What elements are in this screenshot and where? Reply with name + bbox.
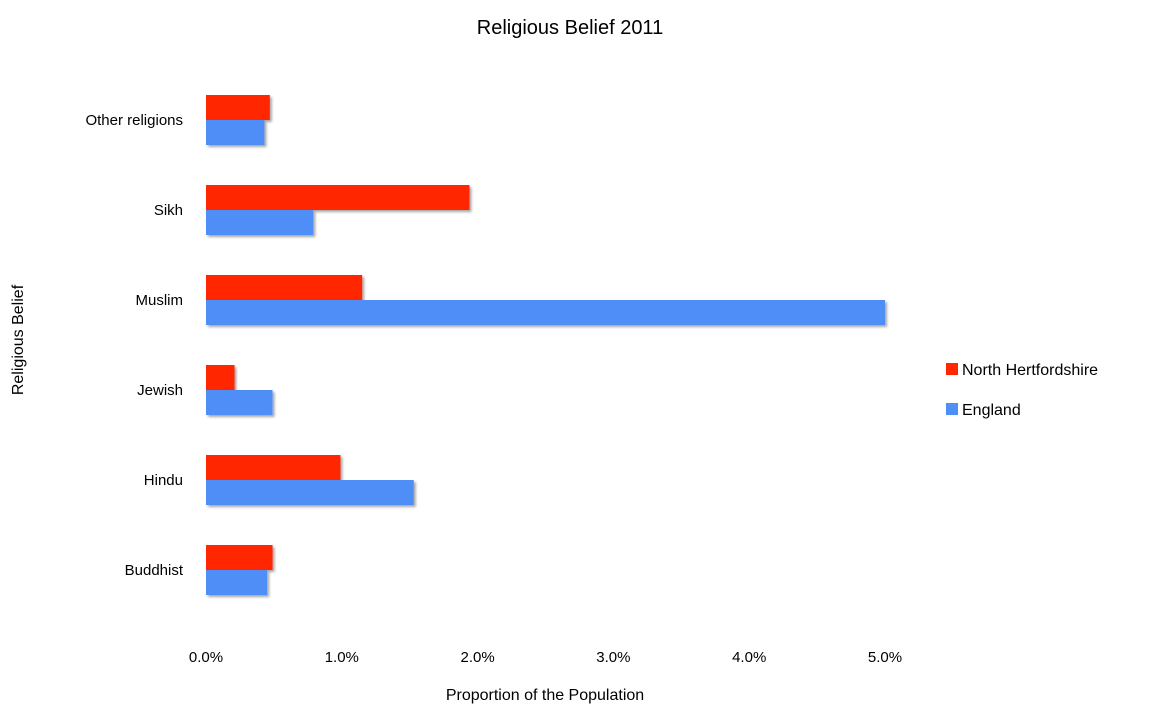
y-tick-label: Sikh <box>154 202 183 219</box>
x-tick-labels: 0.0% 1.0% 2.0% 3.0% 4.0% 5.0% <box>189 649 902 666</box>
bar-sikh-england <box>206 210 314 235</box>
y-axis-title: Religious Belief <box>10 284 27 395</box>
x-tick-label: 5.0% <box>868 649 902 666</box>
bar-buddhist-england <box>206 570 268 595</box>
legend-label: England <box>962 402 1021 419</box>
bar-hindu-england <box>206 480 414 505</box>
x-axis-title: Proportion of the Population <box>446 687 644 704</box>
x-tick-label: 0.0% <box>189 649 223 666</box>
x-tick-label: 2.0% <box>460 649 494 666</box>
x-tick-label: 3.0% <box>596 649 630 666</box>
y-tick-label: Jewish <box>137 382 183 399</box>
bar-buddhist-north-hertfordshire <box>206 545 273 570</box>
legend-swatch <box>946 363 958 375</box>
x-tick-label: 1.0% <box>325 649 359 666</box>
legend: North Hertfordshire England <box>946 362 1098 419</box>
y-tick-label: Muslim <box>136 292 184 309</box>
bar-jewish-england <box>206 390 273 415</box>
bar-muslim-england <box>206 300 885 325</box>
bar-jewish-north-hertfordshire <box>206 365 235 390</box>
bar-hindu-north-hertfordshire <box>206 455 341 480</box>
legend-label: North Hertfordshire <box>962 362 1098 379</box>
chart-title: Religious Belief 2011 <box>477 17 663 39</box>
bars-group <box>206 95 885 595</box>
bar-sikh-north-hertfordshire <box>206 185 470 210</box>
y-tick-labels: Buddhist Hindu Jewish Muslim Sikh Other relig… <box>85 112 183 579</box>
bar-other-religions-england <box>206 120 265 145</box>
y-tick-label: Hindu <box>144 472 183 489</box>
bar-muslim-north-hertfordshire <box>206 275 363 300</box>
x-tick-label: 4.0% <box>732 649 766 666</box>
bar-other-religions-north-hertfordshire <box>206 95 270 120</box>
legend-swatch <box>946 403 958 415</box>
y-tick-label: Buddhist <box>125 562 184 579</box>
y-tick-label: Other religions <box>85 112 183 129</box>
